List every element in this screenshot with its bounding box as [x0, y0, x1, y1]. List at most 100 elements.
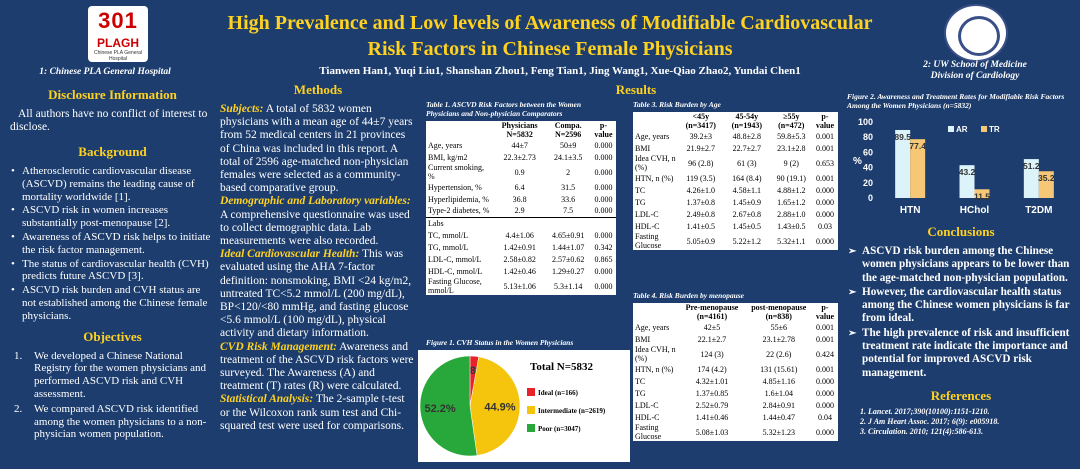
legend-label-2: Poor (n=3047) — [538, 425, 581, 433]
reference-item: 1. Lancet. 2017;390(10100):1151-1210. — [860, 406, 990, 416]
table-row: Age, years 44±7 50±9 0.000 — [426, 139, 616, 151]
table-cell: 0.000 — [594, 281, 613, 291]
list-item: However, the cardiovascular health statu… — [848, 286, 1074, 326]
table-cell: HTN, n (%) — [635, 173, 674, 183]
references-list: 1. Lancet. 2017;390(10100):1151-1210. 2.… — [848, 407, 1074, 437]
table-cell: 50±9 — [559, 140, 577, 150]
table-cell: 0.9 — [514, 167, 525, 177]
table-cell: 0.000 — [815, 376, 834, 386]
y-tick-label: 20 — [863, 178, 873, 188]
references-heading: References — [930, 387, 992, 403]
table-cell: 0.000 — [594, 182, 613, 192]
bar-TR-HTN — [910, 139, 926, 198]
table-cell: 2.9 — [514, 206, 525, 216]
table-cell: 0.000 — [815, 236, 834, 246]
table-cell: 2.52±0.79 — [695, 400, 729, 410]
data-label: 89.5 — [894, 132, 911, 142]
list-item: Atherosclerotic cardiovascular disease (… — [10, 165, 215, 203]
table-cell: 2 — [566, 167, 571, 177]
table-cell: 55±6 — [770, 322, 787, 332]
table-cell: 1.45±0.5 — [732, 221, 762, 231]
table-row: HDL-C 1.41±0.5 1.45±0.5 1.43±0.5 0.03 — [633, 220, 838, 232]
table-cell: Fasting Glucose, mmol/L — [428, 277, 482, 295]
table-cell: 0.000 — [594, 167, 613, 177]
table-row: LDL-C 2.52±0.79 2.84±0.91 0.000 — [633, 399, 838, 411]
conclusions-heading: Conclusions — [927, 224, 995, 239]
table-cell: 9 (2) — [783, 158, 799, 168]
table-cell: 124 (3) — [700, 349, 724, 359]
table-cell: HDL-C — [635, 412, 660, 422]
table-cell: 4.58±1.1 — [732, 185, 762, 195]
table-cell: 1.44±0.47 — [762, 412, 795, 422]
table-cell: 0.865 — [594, 254, 613, 264]
table-cell: 90 (19.1) — [776, 173, 806, 183]
table-cell: 2.84±0.91 — [762, 400, 795, 410]
table-cell: Idea CVH, n (%) — [635, 154, 676, 172]
table-cell: Fasting Glucose — [635, 423, 662, 441]
table-cell: 7.5 — [563, 206, 574, 216]
reference-item: 2. J Am Heart Assoc. 2017; 6(9): e005918… — [860, 416, 1000, 426]
table-cell: 22.1±2.7 — [697, 334, 727, 344]
table-cell: TC — [635, 185, 646, 195]
list-item: ASCVD risk burden and CVH status are not… — [10, 284, 215, 322]
table-cell: 0.000 — [594, 152, 613, 162]
table-cell: 5.32±1.1 — [777, 236, 806, 246]
table-cell: 0.001 — [815, 131, 834, 141]
methods-demographic: Demographic and Laboratory variables: A … — [220, 195, 411, 248]
table-row: BMI 22.1±2.7 23.1±2.78 0.001 — [633, 333, 838, 345]
table-cell: 1.29±0.27 — [551, 266, 585, 276]
table-row: LDL-C, mmol/L 2.58±0.82 2.57±0.62 0.865 — [426, 253, 616, 265]
bar-chart: 0 20 40 60 80 100% 89.577.4 HTN 43.2 11.5 HChol 51.… — [853, 117, 1055, 216]
table-cell: 1.44±1.07 — [551, 242, 585, 252]
data-label: 35.2 — [1038, 173, 1055, 183]
table1-block: Table 1. ASCVD Risk Factors between the … — [426, 100, 616, 295]
table-cell: 1.65±1.2 — [777, 197, 806, 207]
y-tick-label: 60 — [863, 147, 873, 157]
table-row: TG 1.37±0.8 1.45±0.9 1.65±1.2 0.000 — [633, 196, 838, 208]
table-cell: BMI — [635, 334, 651, 344]
table-cell: 2.58±0.82 — [503, 254, 536, 264]
pie-label-2: 52.2% — [424, 403, 455, 415]
table1-caption: Table 1. ASCVD Risk Factors between the … — [426, 100, 582, 118]
table-row: HDL-C 1.41±0.46 1.44±0.47 0.04 — [633, 411, 838, 423]
table-cell: 0.001 — [815, 143, 834, 153]
table-cell: 23.1±2.78 — [762, 334, 795, 344]
table-cell: 5.13±1.06 — [503, 281, 536, 291]
table-cell: 0.001 — [815, 334, 834, 344]
table-row: Fasting Glucose 5.08±1.03 5.32±1.23 0.000 — [633, 423, 838, 441]
table-cell: TG — [635, 197, 646, 207]
table-cell: LDL-C — [635, 209, 659, 219]
data-label: 51.2 — [1023, 161, 1040, 171]
table-cell: 4.85±1.16 — [762, 376, 795, 386]
labs-label: Labs — [426, 216, 616, 229]
table-cell: 5.22±1.2 — [732, 236, 762, 246]
table-cell: Current smoking, % — [428, 163, 484, 181]
uw-seal-logo — [944, 4, 1008, 62]
background-list: Atherosclerotic cardiovascular disease (… — [10, 165, 215, 323]
table-cell: 4.26±1.0 — [686, 185, 715, 195]
table-cell: 131 (15.61) — [760, 364, 798, 374]
pie-label-1: 44.9% — [484, 402, 515, 414]
table-cell: 23.1±2.8 — [777, 143, 806, 153]
legend-swatch-0 — [527, 388, 535, 396]
table-cell: 0.001 — [815, 364, 834, 374]
bar-AR-T2DM — [1023, 159, 1039, 198]
table-cell: 22.3±2.73 — [503, 152, 536, 162]
table-cell: 164 (8.4) — [732, 173, 762, 183]
table-row: HDL-C, mmol/L 1.42±0.46 1.29±0.27 0.000 — [426, 265, 616, 277]
table-cell: 1.41±0.5 — [686, 221, 715, 231]
list-item: ASCVD risk in women increases substantia… — [10, 204, 215, 230]
table-cell: 119 (3.5) — [686, 173, 716, 183]
table3-block: Table 3. Risk Burden by Age <45y (n=3417… — [633, 100, 838, 250]
list-item: The high prevalence of risk and insuffic… — [848, 327, 1074, 380]
table-cell: 61 (3) — [737, 158, 757, 168]
table-cell: 1.37±0.8 — [686, 197, 715, 207]
table-cell: Hypertension, % — [428, 182, 482, 192]
figure1-chart: 2.8% 44.9% 52.2% Total N=5832 Ideal (n=166) I… — [418, 350, 630, 462]
table-cell: Age, years — [635, 322, 670, 332]
legend-label-0: Ideal (n=166) — [538, 389, 579, 397]
table-cell: 5.08±1.03 — [695, 427, 729, 437]
x-tick-label: HChol — [960, 205, 990, 216]
table-cell: 48.8±2.8 — [732, 131, 762, 141]
